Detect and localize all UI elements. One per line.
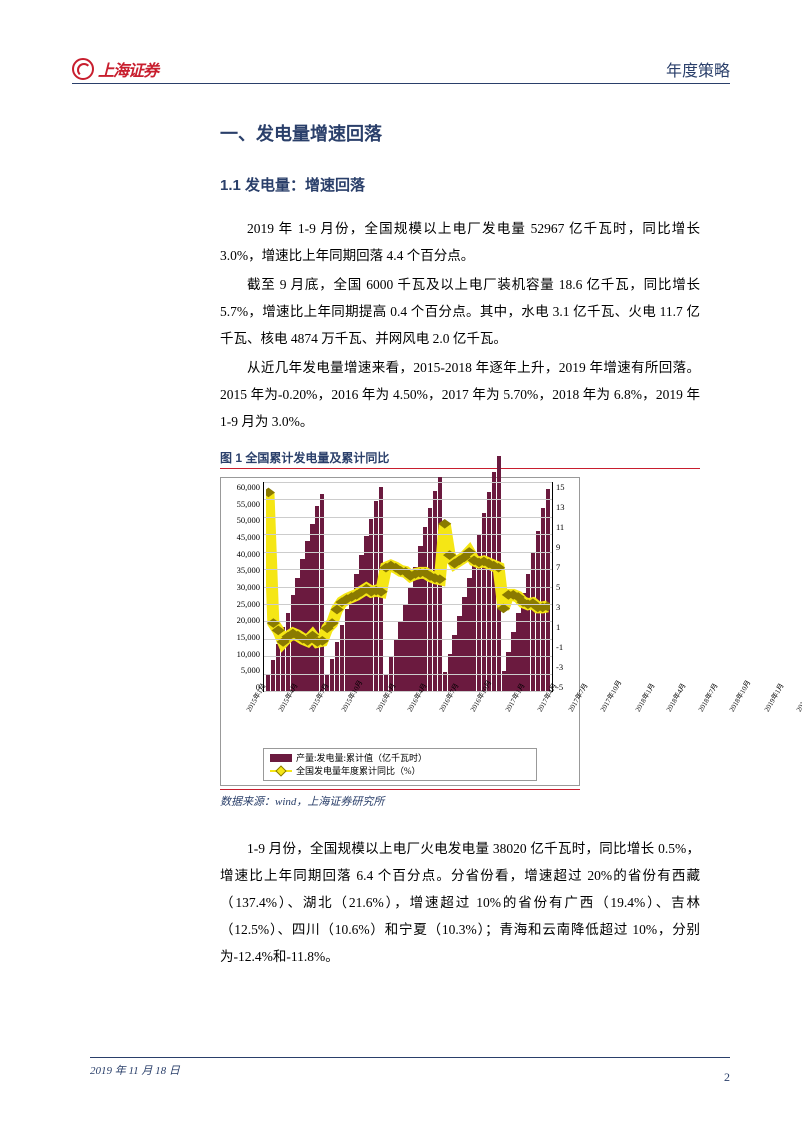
gridline <box>264 621 552 622</box>
y-left-tick: 35,000 <box>225 565 260 575</box>
line-marker <box>442 521 448 526</box>
y-right-tick: 5 <box>556 582 575 592</box>
gridline <box>264 569 552 570</box>
line-marker <box>378 589 384 594</box>
y-left-tick: 5,000 <box>225 665 260 675</box>
chart-container: 60,00055,00050,00045,00040,00035,00030,0… <box>220 477 580 786</box>
gridline <box>264 482 552 483</box>
gridline <box>264 552 552 553</box>
chart-legend: 产量:发电量:累计值（亿千瓦时） 全国发电量年度累计同比（%） <box>263 748 537 781</box>
line-marker <box>446 553 452 558</box>
legend-bar-icon <box>270 754 292 762</box>
gridline <box>264 534 552 535</box>
legend-bar-row: 产量:发电量:累计值（亿千瓦时） <box>270 752 530 765</box>
y-right-tick: 15 <box>556 482 575 492</box>
line-marker <box>280 640 286 645</box>
y-left-tick: 20,000 <box>225 615 260 625</box>
gridline <box>264 499 552 500</box>
y-left-tick: 10,000 <box>225 649 260 659</box>
chart-title-underline <box>220 468 700 469</box>
y-right-tick: 7 <box>556 562 575 572</box>
y-right-tick: 3 <box>556 602 575 612</box>
line-marker <box>437 577 443 582</box>
line-marker <box>324 626 330 631</box>
paragraph-4: 1-9 月份，全国规模以上电厂火电发电量 38020 亿千瓦时，同比增长 0.5… <box>220 835 700 970</box>
chart-source: 数据来源：wind，上海证券研究所 <box>220 793 700 809</box>
chart-plot: 60,00055,00050,00045,00040,00035,00030,0… <box>225 482 575 692</box>
main-content: 一、发电量增速回落 1.1 发电量：增速回落 2019 年 1-9 月份，全国规… <box>220 120 700 972</box>
x-axis-labels: 2015年1月2015年4月2015年7月2015年10月2016年1月2016… <box>263 692 553 744</box>
page-footer: 2019 年 11 月 18 日 2 <box>90 1057 730 1085</box>
paragraph-1: 2019 年 1-9 月份，全国规模以上电厂发电量 52967 亿千瓦时，同比增… <box>220 215 700 269</box>
gridline <box>264 587 552 588</box>
y-right-tick: 1 <box>556 622 575 632</box>
page-header: 上海证券 年度策略 <box>72 54 730 84</box>
y-left-tick: 60,000 <box>225 482 260 492</box>
gridline <box>264 604 552 605</box>
paragraph-3: 从近几年发电量增速来看，2015-2018 年逐年上升，2019 年增速有所回落… <box>220 354 700 435</box>
gridline <box>264 517 552 518</box>
line-marker <box>309 633 315 638</box>
y-left-tick: 55,000 <box>225 499 260 509</box>
gridline <box>264 674 552 675</box>
y-left-tick: 15,000 <box>225 632 260 642</box>
line-marker <box>515 595 521 600</box>
chart-title: 图 1 全国累计发电量及累计同比 <box>220 449 700 466</box>
y-left-tick: 30,000 <box>225 582 260 592</box>
chart-area: 60,00055,00050,00045,00040,00035,00030,0… <box>225 482 575 781</box>
y-right-tick: 11 <box>556 522 575 532</box>
gridline <box>264 639 552 640</box>
y-right-tick: 9 <box>556 542 575 552</box>
footer-page-number: 2 <box>724 1070 730 1085</box>
line-marker <box>266 490 272 495</box>
y-axis-right: 15131197531-1-3-5 <box>553 482 575 692</box>
source-underline <box>220 789 580 790</box>
legend-line-label: 全国发电量年度累计同比（%） <box>296 765 421 778</box>
y-left-tick: 50,000 <box>225 515 260 525</box>
footer-date: 2019 年 11 月 18 日 <box>90 1062 180 1085</box>
y-right-tick: -3 <box>556 662 575 672</box>
y-left-tick: 40,000 <box>225 549 260 559</box>
header-category: 年度策略 <box>666 57 730 81</box>
legend-bar-label: 产量:发电量:累计值（亿千瓦时） <box>296 752 427 765</box>
plot-area <box>263 482 553 692</box>
gridline <box>264 656 552 657</box>
line-marker <box>461 555 467 560</box>
y-left-tick: 25,000 <box>225 599 260 609</box>
logo: 上海证券 <box>72 57 158 81</box>
y-right-tick: 13 <box>556 502 575 512</box>
logo-text: 上海证券 <box>98 57 158 81</box>
y-left-tick: 45,000 <box>225 532 260 542</box>
legend-line-row: 全国发电量年度累计同比（%） <box>270 765 530 778</box>
y-right-tick: -1 <box>556 642 575 652</box>
line-path <box>268 492 547 641</box>
logo-icon <box>72 58 94 80</box>
line-marker <box>500 606 506 611</box>
heading-1: 一、发电量增速回落 <box>220 120 700 146</box>
y-axis-left: 60,000 55,000 50,000 45,000 40,000 35,000 30,0… <box>225 482 263 692</box>
paragraph-2: 截至 9 月底，全国 6000 千瓦及以上电厂装机容量 18.6 亿千瓦，同比增… <box>220 271 700 352</box>
heading-2: 1.1 发电量：增速回落 <box>220 174 700 195</box>
line-marker <box>334 607 340 612</box>
legend-line-icon <box>270 766 292 776</box>
line-marker <box>275 628 281 633</box>
